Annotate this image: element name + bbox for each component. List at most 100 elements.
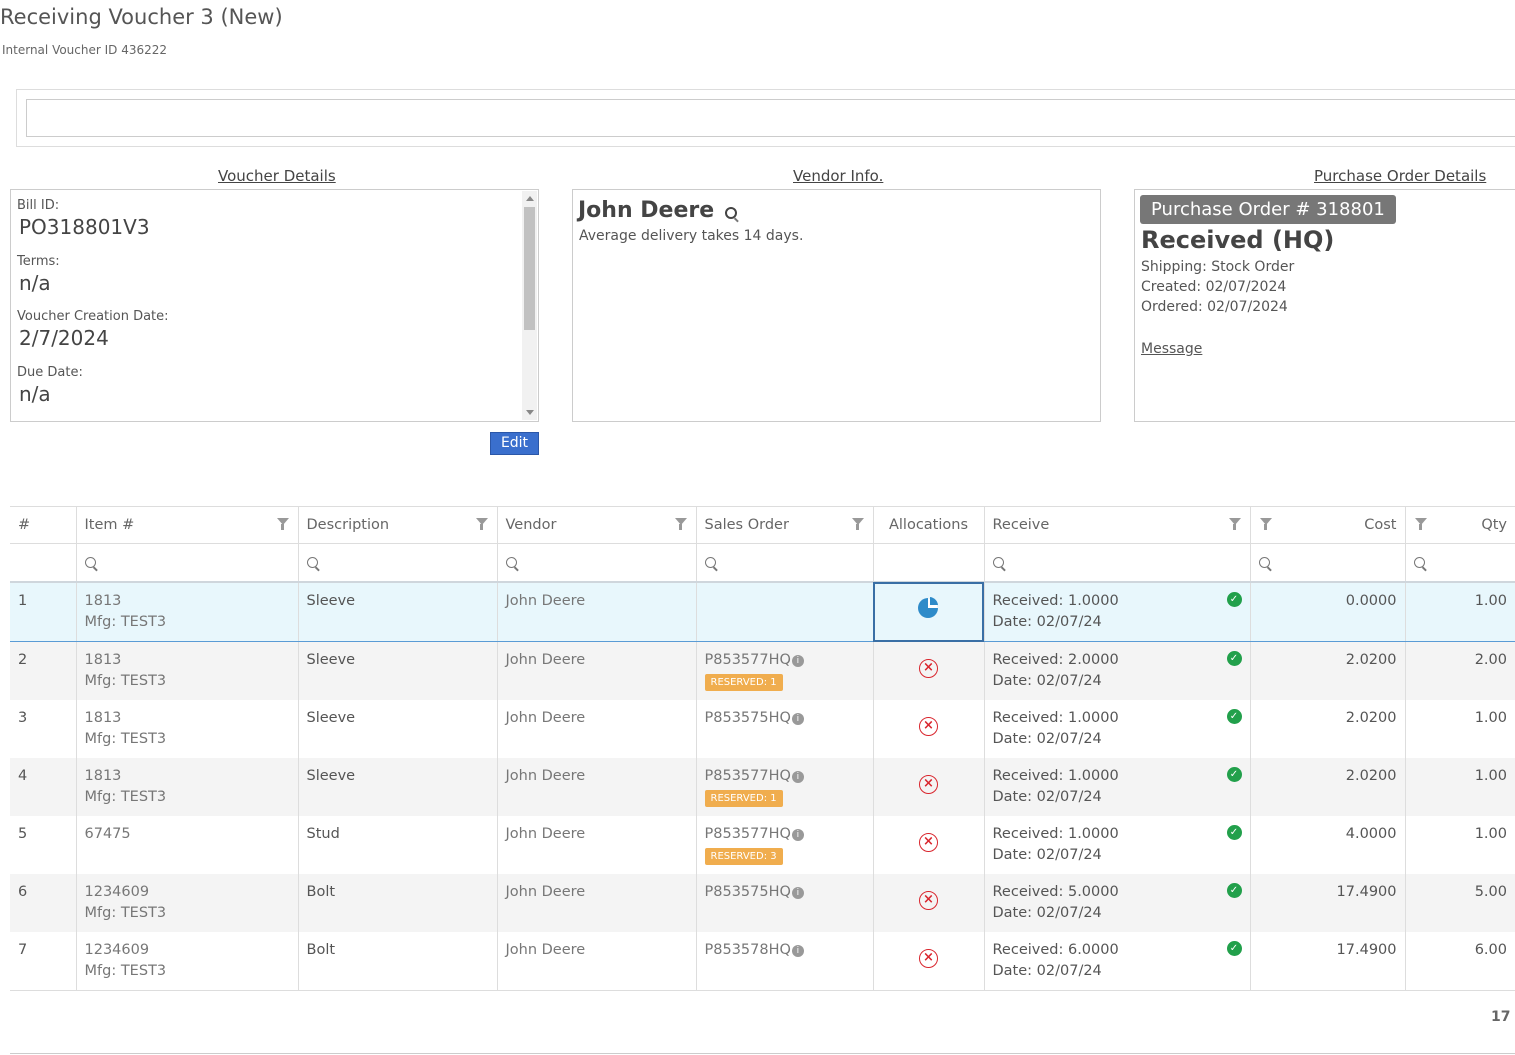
filter-icon[interactable] [851, 518, 864, 530]
info-icon[interactable]: i [791, 713, 804, 725]
col-header-receive[interactable]: Receive [983, 506, 1250, 544]
received-date: Date: 02/07/24 [992, 847, 1102, 863]
voucher-details-heading[interactable]: Voucher Details [218, 167, 336, 185]
table-row[interactable]: 4 1813 Mfg: TEST3 Sleeve John Deere P853577HQ… [10, 758, 1515, 816]
allocations-cell[interactable]: × [872, 874, 984, 932]
table-row[interactable]: 6 1234609 Mfg: TEST3 Bolt John Deere P853575H… [10, 874, 1515, 932]
vendor-info-heading[interactable]: Vendor Info. [793, 167, 884, 185]
filter-icon[interactable] [475, 518, 488, 530]
col-header-num[interactable]: # [10, 506, 76, 544]
receive-cell[interactable]: Received: 5.0000 Date: 02/07/24 ✓ [983, 874, 1250, 932]
search-icon [306, 557, 318, 568]
receive-cell[interactable]: Received: 6.0000 Date: 02/07/24 ✓ [983, 932, 1250, 991]
received-date: Date: 02/07/24 [992, 963, 1102, 979]
item-cell[interactable]: 1813 Mfg: TEST3 [75, 582, 298, 642]
col-header-qty[interactable]: Qty [1404, 506, 1515, 544]
table-row[interactable]: 2 1813 Mfg: TEST3 Sleeve John Deere P853577HQ… [10, 641, 1515, 700]
pie-chart-icon[interactable] [916, 594, 942, 620]
sales-order-link[interactable]: P853577HQ [704, 826, 791, 842]
info-icon[interactable]: i [791, 887, 804, 899]
sales-order-cell: P853577HQ i RESERVED: 1 [695, 758, 873, 816]
allocations-cell[interactable]: × [872, 758, 984, 816]
allocations-cell[interactable]: × [872, 932, 984, 991]
table-row[interactable]: 5 67475 Stud John Deere P853577HQ i RESERVED: … [10, 816, 1515, 874]
vendor-search-icon[interactable] [725, 206, 738, 219]
scroll-thumb[interactable] [524, 207, 535, 330]
qty-cell: 1.00 [1404, 582, 1515, 642]
col-header-description[interactable]: Description [297, 506, 497, 544]
purchase-order-badge[interactable]: Purchase Order # 318801 [1140, 195, 1396, 224]
filter-icon[interactable] [1414, 518, 1427, 530]
voucher-scrollbar[interactable] [522, 191, 537, 420]
receive-cell[interactable]: Received: 1.0000 Date: 02/07/24 ✓ [983, 758, 1250, 816]
search-icon [704, 557, 716, 568]
remove-allocation-icon[interactable]: × [919, 717, 938, 736]
filter-cell [10, 543, 76, 583]
col-header-allocations[interactable]: Allocations [872, 506, 984, 544]
remove-allocation-icon[interactable]: × [919, 949, 938, 968]
po-message-link[interactable]: Message [1141, 341, 1203, 357]
col-header-vendor[interactable]: Vendor [496, 506, 696, 544]
table-row[interactable]: 1 1813 Mfg: TEST3 Sleeve John Deere Received:… [10, 582, 1515, 642]
item-cell[interactable]: 1234609 Mfg: TEST3 [75, 932, 298, 991]
sales-order-link[interactable]: P853575HQ [704, 710, 791, 726]
remove-allocation-icon[interactable]: × [919, 891, 938, 910]
qty-filter-input[interactable] [1404, 543, 1515, 583]
items-grid: # Item # Description Vendor Sales Order … [10, 506, 1515, 991]
filter-icon[interactable] [1259, 518, 1272, 530]
sales-order-cell [695, 582, 873, 642]
item-filter-input[interactable] [75, 543, 298, 583]
item-cell[interactable]: 1813 Mfg: TEST3 [75, 700, 298, 758]
edit-button[interactable]: Edit [490, 432, 539, 455]
received-date: Date: 02/07/24 [992, 789, 1102, 805]
info-icon[interactable]: i [791, 945, 804, 957]
info-icon[interactable]: i [791, 771, 804, 783]
sales-order-link[interactable]: P853578HQ [704, 942, 791, 958]
search-input[interactable] [26, 99, 1515, 137]
allocations-cell[interactable]: × [872, 700, 984, 758]
po-details-panel [1134, 189, 1515, 422]
allocations-cell[interactable] [872, 582, 984, 642]
allocations-cell[interactable]: × [872, 641, 984, 700]
scroll-up-arrow-icon[interactable] [526, 196, 534, 201]
receive-cell[interactable]: Received: 1.0000 Date: 02/07/24 ✓ [983, 816, 1250, 874]
scroll-down-arrow-icon[interactable] [526, 410, 534, 415]
receive-cell[interactable]: Received: 1.0000 Date: 02/07/24 ✓ [983, 582, 1250, 642]
table-row[interactable]: 7 1234609 Mfg: TEST3 Bolt John Deere P853578H… [10, 932, 1515, 991]
cost-filter-input[interactable] [1249, 543, 1405, 583]
filter-icon[interactable] [276, 518, 289, 530]
info-icon[interactable]: i [791, 829, 804, 841]
receive-cell[interactable]: Received: 1.0000 Date: 02/07/24 ✓ [983, 700, 1250, 758]
remove-allocation-icon[interactable]: × [919, 833, 938, 852]
bill-id-value: PO318801V3 [19, 215, 150, 239]
remove-allocation-icon[interactable]: × [919, 659, 938, 678]
receive-filter-input[interactable] [983, 543, 1250, 583]
item-number: 1813 [84, 768, 122, 784]
filter-icon[interactable] [1228, 518, 1241, 530]
col-header-sales-order[interactable]: Sales Order [695, 506, 873, 544]
item-cell[interactable]: 67475 [75, 816, 298, 874]
allocations-cell[interactable]: × [872, 816, 984, 874]
vendor-name[interactable]: John Deere [578, 198, 715, 223]
reserved-badge: RESERVED: 1 [704, 674, 783, 691]
item-cell[interactable]: 1813 Mfg: TEST3 [75, 758, 298, 816]
sales-order-link[interactable]: P853577HQ [704, 652, 791, 668]
vendor-filter-input[interactable] [496, 543, 696, 583]
sales-order-link[interactable]: P853577HQ [704, 768, 791, 784]
sales-order-link[interactable]: P853575HQ [704, 884, 791, 900]
col-header-cost[interactable]: Cost [1249, 506, 1405, 544]
description-filter-input[interactable] [297, 543, 497, 583]
table-row[interactable]: 3 1813 Mfg: TEST3 Sleeve John Deere P853575HQ… [10, 700, 1515, 758]
terms-value: n/a [19, 271, 51, 295]
po-details-heading[interactable]: Purchase Order Details [1314, 167, 1487, 185]
col-header-item[interactable]: Item # [75, 506, 298, 544]
sales-order-filter-input[interactable] [695, 543, 873, 583]
check-icon: ✓ [1226, 592, 1242, 607]
filter-icon[interactable] [674, 518, 687, 530]
item-cell[interactable]: 1234609 Mfg: TEST3 [75, 874, 298, 932]
remove-allocation-icon[interactable]: × [919, 775, 938, 794]
info-icon[interactable]: i [791, 655, 804, 667]
receive-cell[interactable]: Received: 2.0000 Date: 02/07/24 ✓ [983, 641, 1250, 700]
po-ordered: Ordered: 02/07/2024 [1141, 299, 1288, 315]
item-cell[interactable]: 1813 Mfg: TEST3 [75, 641, 298, 700]
